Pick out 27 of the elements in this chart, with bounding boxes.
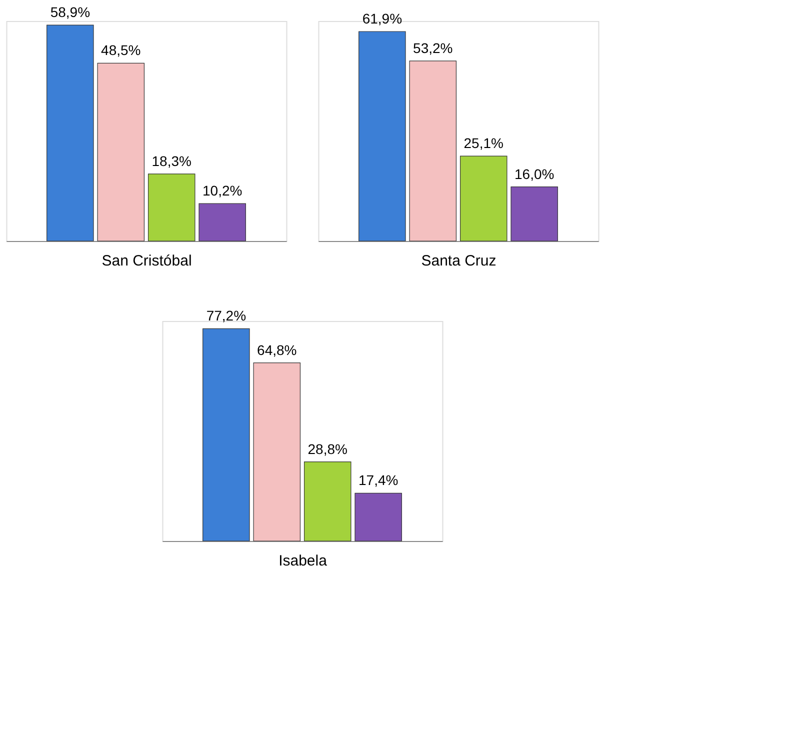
- data-label: 16,0%: [514, 166, 554, 182]
- bar: [46, 24, 94, 242]
- data-label: 58,9%: [50, 4, 90, 20]
- data-label: 48,5%: [101, 42, 141, 58]
- bar: [198, 203, 246, 242]
- data-label: 61,9%: [362, 10, 402, 26]
- bar: [358, 31, 406, 242]
- x-axis-title: Isabela: [278, 552, 328, 570]
- bar: [354, 492, 402, 542]
- x-axis-title: Santa Cruz: [421, 252, 496, 270]
- bar: [97, 62, 145, 242]
- bar: [409, 60, 457, 242]
- bar: [253, 362, 301, 542]
- bar: [202, 328, 250, 542]
- data-label: 18,3%: [152, 152, 192, 169]
- data-label: 77,2%: [206, 308, 246, 324]
- data-label: 25,1%: [464, 135, 504, 152]
- data-label: 28,8%: [308, 440, 348, 457]
- bar: [510, 186, 558, 242]
- data-label: 10,2%: [202, 182, 242, 199]
- bar: [304, 462, 352, 542]
- data-label: 17,4%: [358, 472, 398, 488]
- data-label: 53,2%: [413, 40, 453, 56]
- x-axis-title: San Cristóbal: [102, 252, 192, 270]
- bar: [460, 156, 508, 242]
- bar: [148, 174, 196, 242]
- data-label: 64,8%: [257, 342, 297, 358]
